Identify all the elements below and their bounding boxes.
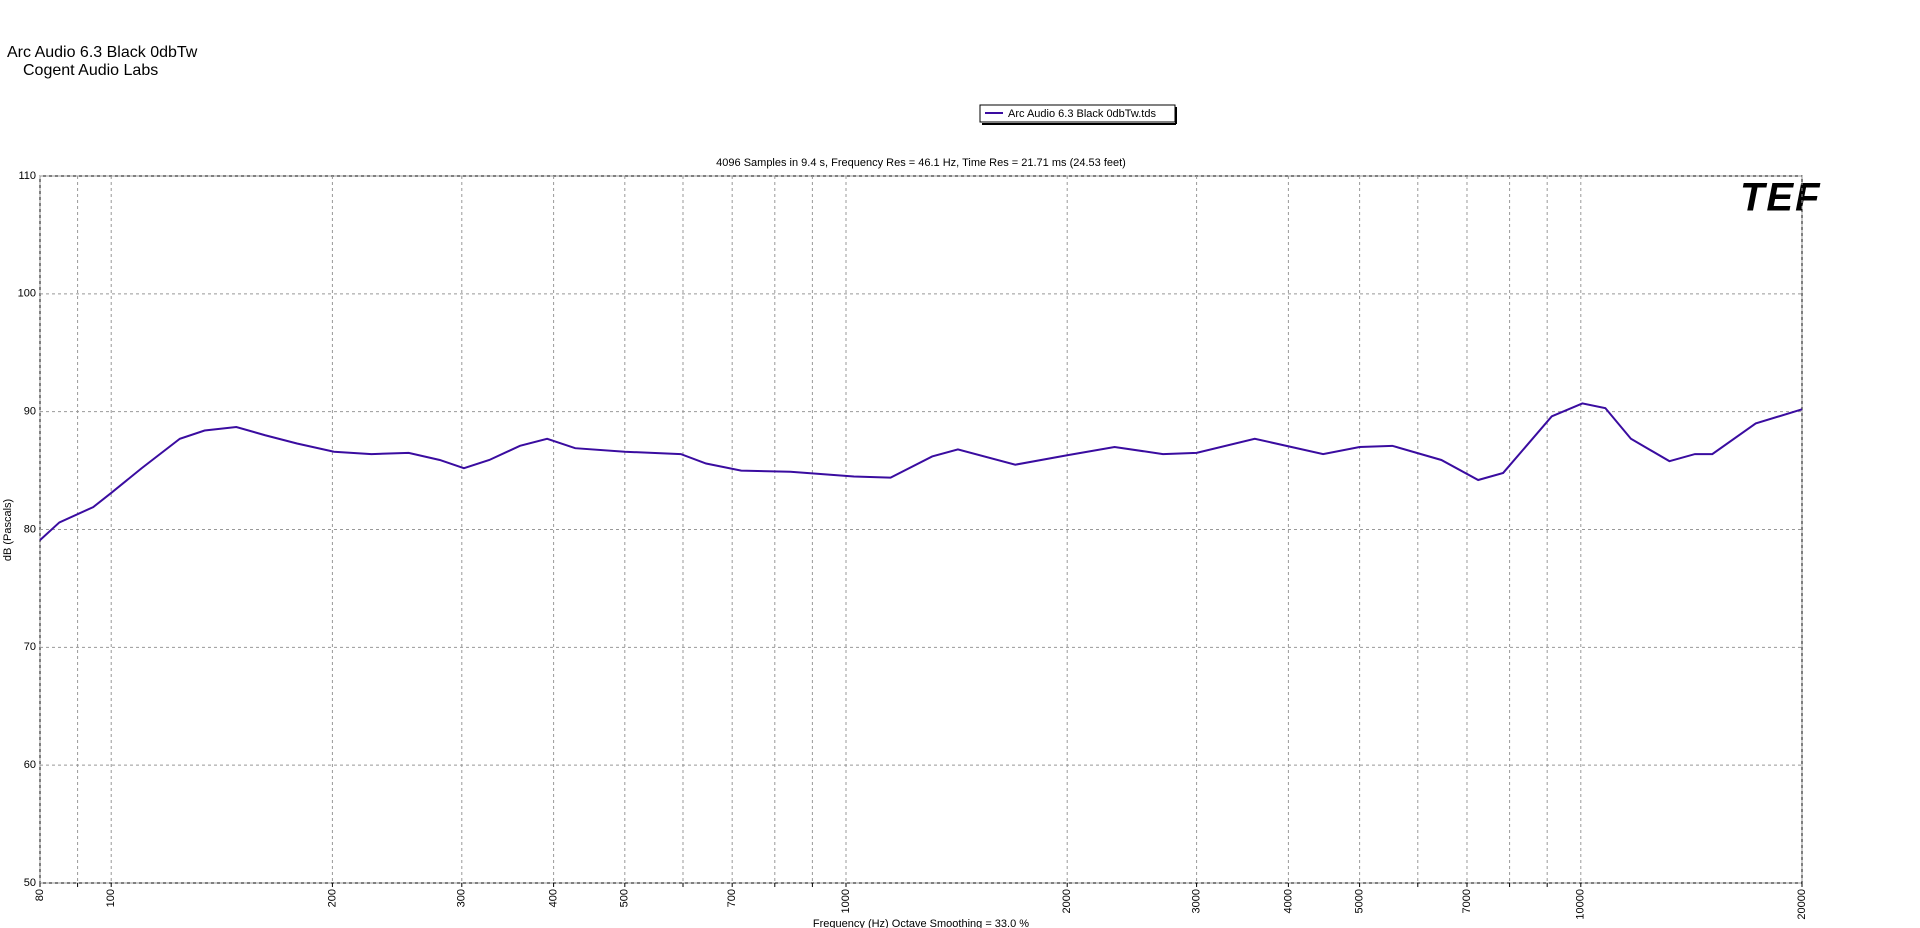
chart-subtitle: Cogent Audio Labs (23, 62, 158, 79)
y-tick-label: 110 (18, 170, 36, 182)
x-tick-label: 400 (548, 889, 560, 907)
x-tick-label: 10000 (1575, 889, 1587, 920)
y-tick-label: 50 (24, 877, 36, 889)
x-tick-label: 200 (326, 889, 338, 907)
x-tick-label: 5000 (1354, 889, 1366, 913)
data-line (39, 402, 1803, 541)
y-tick-label: 100 (18, 288, 36, 300)
x-tick-label: 100 (105, 889, 117, 907)
chart-title: Arc Audio 6.3 Black 0dbTw (7, 44, 198, 61)
x-tick-label: 7000 (1461, 889, 1473, 913)
x-tick-label: 700 (726, 889, 738, 907)
y-tick-label: 60 (24, 759, 36, 771)
caption: 4096 Samples in 9.4 s, Frequency Res = 4… (716, 157, 1126, 169)
y-axis-label: dB (Pascals) (2, 499, 14, 561)
x-tick-label: 500 (619, 889, 631, 907)
x-axis-label: Frequency (Hz) Octave Smoothing = 33.0 % (813, 918, 1029, 928)
x-tick-label: 4000 (1282, 889, 1294, 913)
y-tick-label: 80 (24, 523, 36, 535)
x-tick-label: 1000 (840, 889, 852, 913)
x-tick-label: 2000 (1061, 889, 1073, 913)
y-tick-label: 70 (24, 641, 36, 653)
x-tick-label: 80 (34, 889, 46, 901)
x-tick-label: 3000 (1191, 889, 1203, 913)
logo: TEF (1740, 176, 1822, 220)
legend-label: Arc Audio 6.3 Black 0dbTw.tds (1008, 108, 1156, 120)
x-tick-label: 300 (456, 889, 468, 907)
y-tick-label: 90 (24, 406, 36, 418)
x-tick-label: 20000 (1796, 889, 1808, 920)
